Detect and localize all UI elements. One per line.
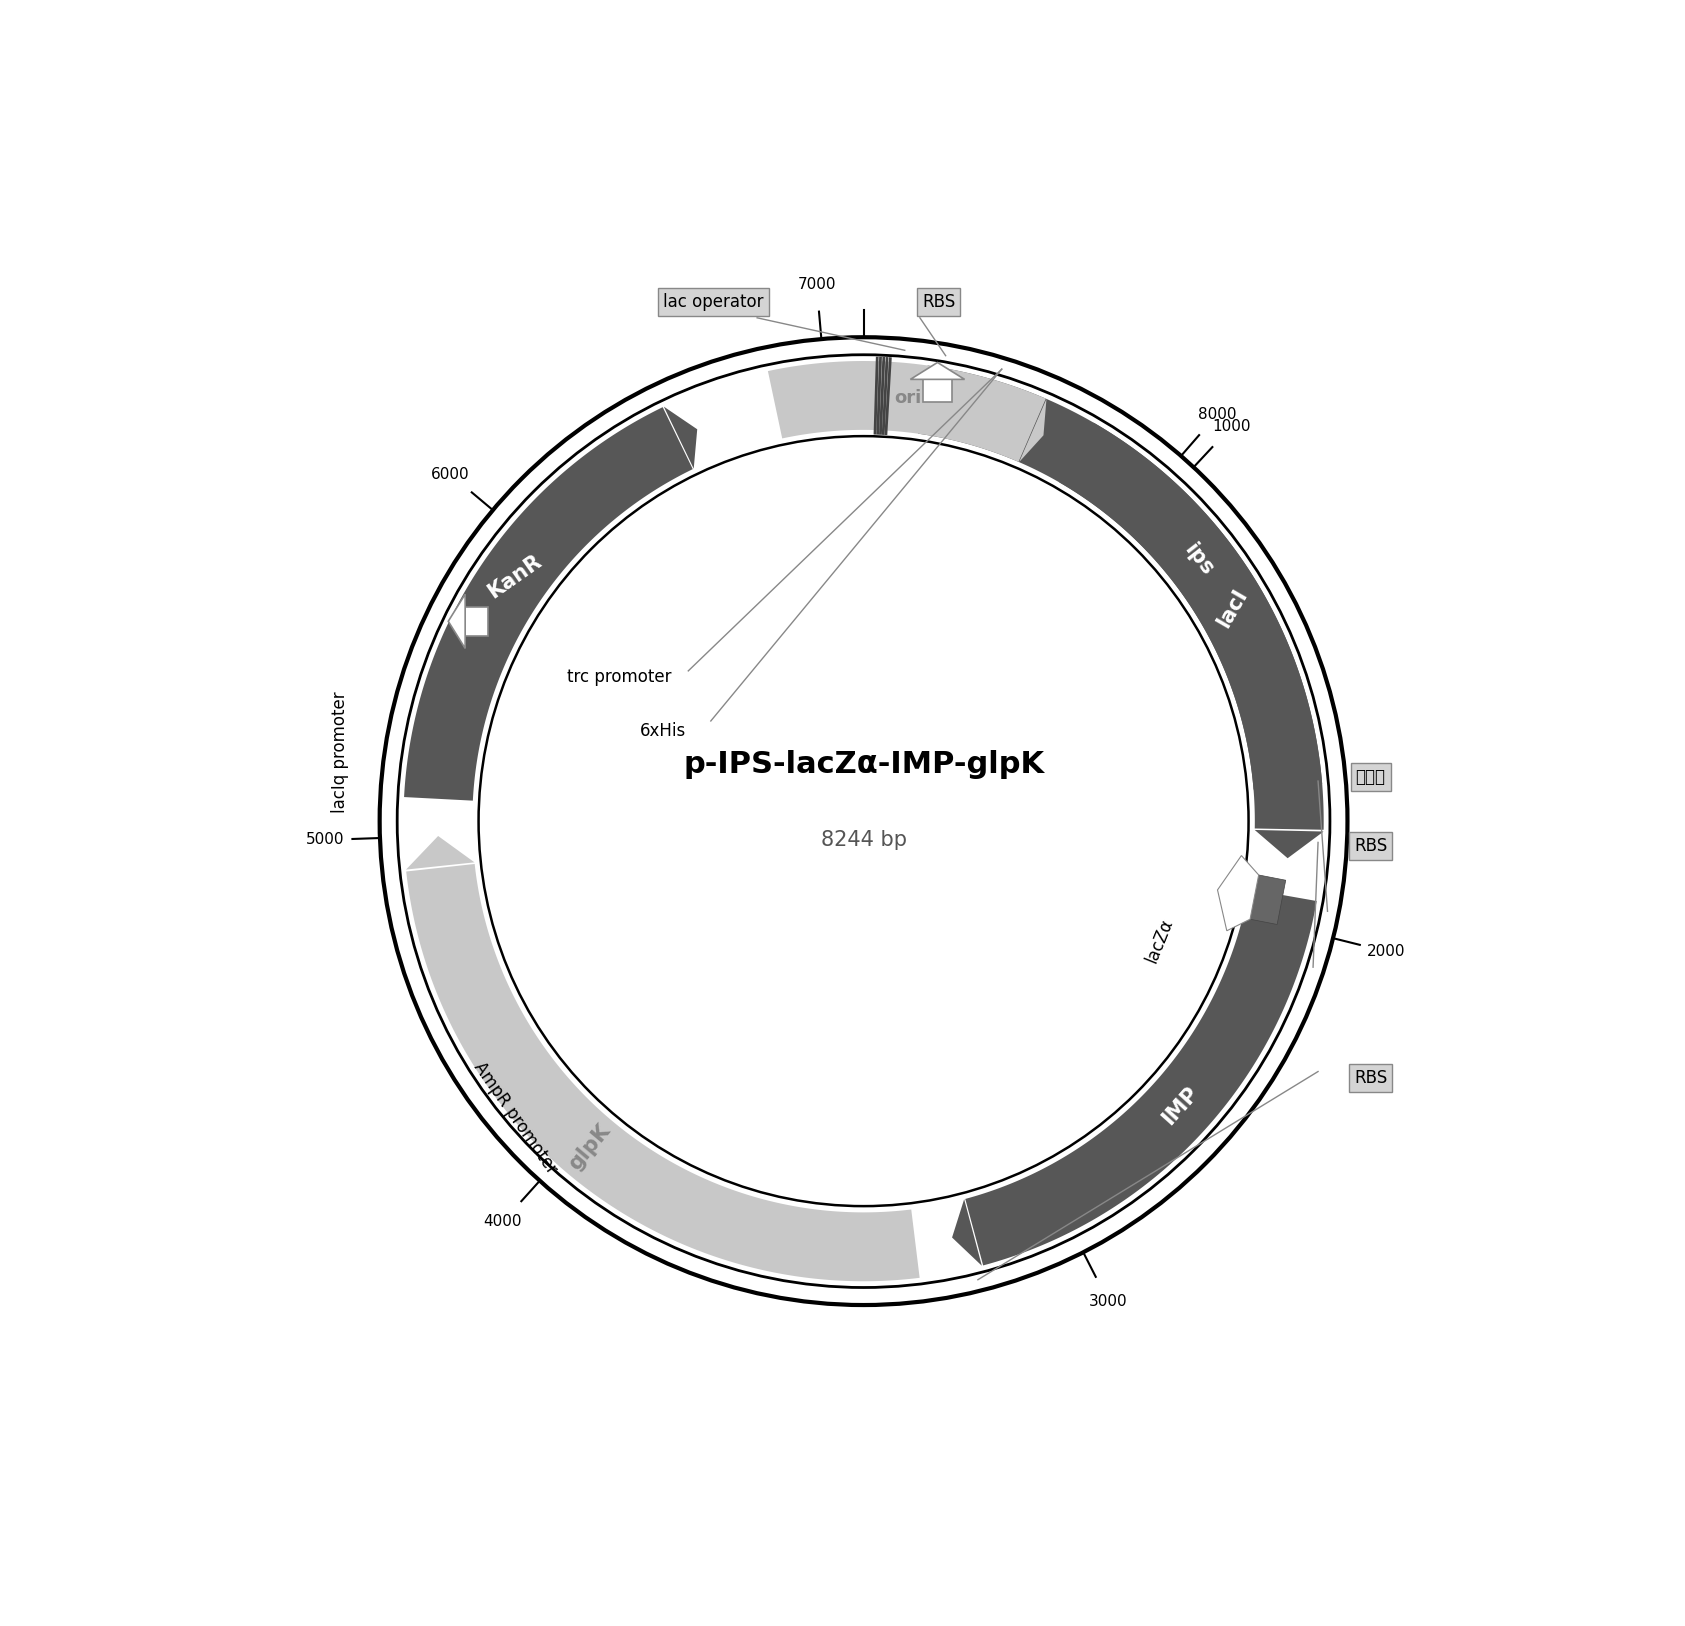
- Text: 3000: 3000: [1089, 1294, 1127, 1309]
- Text: 2000: 2000: [1367, 945, 1405, 959]
- Text: 8000: 8000: [1198, 406, 1237, 421]
- Polygon shape: [1254, 785, 1323, 806]
- Text: 5000: 5000: [305, 833, 344, 847]
- Polygon shape: [406, 836, 475, 870]
- Text: lacI: lacI: [1213, 585, 1252, 631]
- Polygon shape: [465, 606, 487, 636]
- Text: p-IPS-lacZα-IMP-glpK: p-IPS-lacZα-IMP-glpK: [682, 750, 1045, 779]
- Polygon shape: [404, 406, 693, 800]
- Text: lacIq promoter: lacIq promoter: [332, 691, 349, 813]
- Polygon shape: [1019, 398, 1046, 462]
- Polygon shape: [664, 406, 698, 468]
- Text: ips: ips: [1181, 540, 1218, 579]
- Polygon shape: [923, 379, 952, 402]
- Text: 连接肽: 连接肽: [1356, 769, 1385, 787]
- Polygon shape: [768, 361, 1046, 462]
- Polygon shape: [952, 1200, 982, 1265]
- Text: 7000: 7000: [797, 276, 836, 291]
- Text: 1000: 1000: [1212, 420, 1250, 434]
- Text: 6000: 6000: [431, 467, 470, 483]
- Text: trc promoter: trc promoter: [568, 668, 672, 686]
- Text: 8244 bp: 8244 bp: [821, 829, 907, 850]
- Polygon shape: [966, 889, 1316, 1265]
- Polygon shape: [1218, 855, 1259, 930]
- Polygon shape: [1250, 875, 1286, 925]
- Text: 6xHis: 6xHis: [640, 722, 686, 740]
- Text: glpK: glpK: [564, 1120, 615, 1174]
- Polygon shape: [1255, 829, 1323, 859]
- Polygon shape: [910, 363, 964, 379]
- Text: RBS: RBS: [1355, 1068, 1387, 1086]
- Text: IMP: IMP: [1158, 1083, 1201, 1128]
- Polygon shape: [1060, 423, 1323, 790]
- Text: RBS: RBS: [922, 293, 955, 311]
- Text: ori: ori: [895, 389, 922, 406]
- Text: RBS: RBS: [1355, 837, 1387, 855]
- Text: lac operator: lac operator: [664, 293, 763, 311]
- Polygon shape: [448, 593, 465, 649]
- Text: lacZα: lacZα: [1142, 915, 1176, 966]
- Polygon shape: [918, 366, 1324, 829]
- Polygon shape: [406, 863, 920, 1281]
- Text: AmpR promoter: AmpR promoter: [470, 1059, 561, 1177]
- Text: KanR: KanR: [484, 551, 546, 603]
- Text: 4000: 4000: [484, 1215, 522, 1229]
